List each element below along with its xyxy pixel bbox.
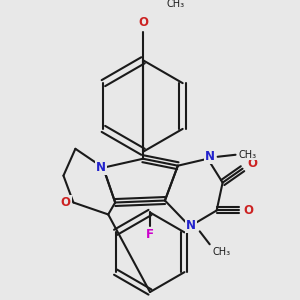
Text: N: N xyxy=(186,219,196,232)
Text: O: O xyxy=(60,196,70,209)
Text: N: N xyxy=(96,161,106,174)
Text: N: N xyxy=(205,150,215,163)
Text: CH₃: CH₃ xyxy=(167,0,185,8)
Text: O: O xyxy=(138,16,148,29)
Text: F: F xyxy=(146,228,154,241)
Text: CH₃: CH₃ xyxy=(213,247,231,257)
Text: CH₃: CH₃ xyxy=(238,150,257,160)
Text: O: O xyxy=(248,157,257,170)
Text: O: O xyxy=(244,204,254,217)
